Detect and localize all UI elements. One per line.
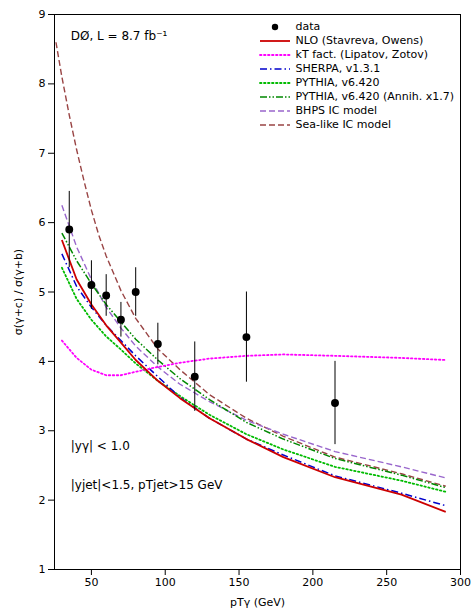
html-text:PYTHIA, v6.420: PYTHIA, v6.420 — [295, 76, 380, 89]
svg-text:6: 6 — [39, 216, 46, 229]
svg-text:2: 2 — [39, 494, 46, 507]
html-text:Sea-like IC model: Sea-like IC model — [295, 118, 392, 131]
svg-text:1: 1 — [39, 563, 46, 576]
html-text:BHPS IC model: BHPS IC model — [295, 104, 378, 117]
svg-text:8: 8 — [39, 77, 46, 90]
svg-text:σ(γ+c) / σ(γ+b): σ(γ+c) / σ(γ+b) — [12, 249, 25, 335]
svg-text:9: 9 — [39, 8, 46, 21]
svg-text:150: 150 — [229, 576, 250, 589]
svg-text:3: 3 — [39, 424, 46, 437]
svg-text:300: 300 — [450, 576, 471, 589]
svg-text:pTγ (GeV): pTγ (GeV) — [230, 596, 285, 609]
svg-text:4: 4 — [39, 355, 46, 368]
svg-text:250: 250 — [376, 576, 397, 589]
html-text:data: data — [295, 20, 321, 33]
svg-text:200: 200 — [302, 576, 323, 589]
svg-text:7: 7 — [39, 147, 46, 160]
svg-text:|yjet|<1.5, pTjet>15 GeV: |yjet|<1.5, pTjet>15 GeV — [71, 478, 224, 492]
html-text:PYTHIA, v6.420 (Annih. x1.7): PYTHIA, v6.420 (Annih. x1.7) — [295, 90, 454, 103]
svg-text:100: 100 — [155, 576, 176, 589]
svg-text:5: 5 — [39, 286, 46, 299]
svg-text:|yγ| < 1.0: |yγ| < 1.0 — [71, 439, 130, 453]
svg-text:DØ, L = 8.7 fb⁻¹: DØ, L = 8.7 fb⁻¹ — [71, 29, 168, 43]
html-text:SHERPA, v1.3.1: SHERPA, v1.3.1 — [295, 62, 381, 75]
svg-text:50: 50 — [84, 576, 98, 589]
html-text:NLO (Stavreva, Owens): NLO (Stavreva, Owens) — [295, 34, 424, 47]
html-text:kT fact. (Lipatov, Zotov): kT fact. (Lipatov, Zotov) — [295, 48, 428, 61]
